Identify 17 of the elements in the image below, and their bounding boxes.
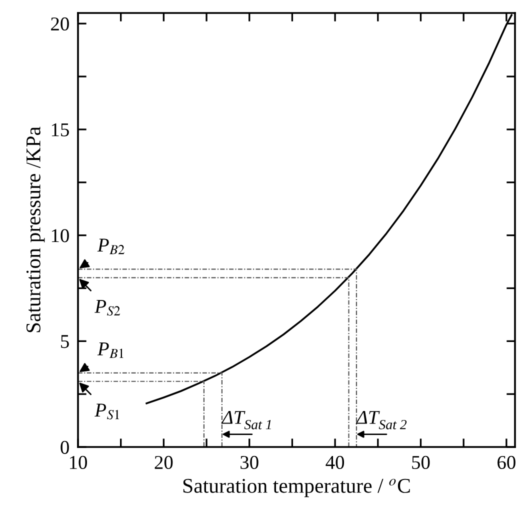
x-tick-label: 10 <box>70 456 87 470</box>
y-tick-label: 0 <box>60 440 69 454</box>
y-tick-label: 15 <box>52 123 69 136</box>
y-tick-label: 5 <box>61 335 69 348</box>
x-tick-label: 50 <box>412 456 430 470</box>
y-tick-label: 10 <box>52 229 69 242</box>
annotation: P$_{S1}$ <box>94 404 120 420</box>
annotation: P$_{S2}$ <box>94 300 120 316</box>
x-axis-title: Saturation temperature / $^{o}$C <box>183 478 410 498</box>
x-tick-label: 20 <box>154 456 173 470</box>
x-tick-label: 60 <box>498 456 516 470</box>
x-tick-label: 30 <box>240 456 258 470</box>
annotation: P$_{B2}$ <box>97 238 124 254</box>
annotation: P$_{B1}$ <box>97 342 124 358</box>
y-tick-label: 20 <box>51 17 69 31</box>
x-tick-label: 40 <box>326 456 344 470</box>
y-axis-title: Saturation pressure /KPa <box>26 126 45 332</box>
